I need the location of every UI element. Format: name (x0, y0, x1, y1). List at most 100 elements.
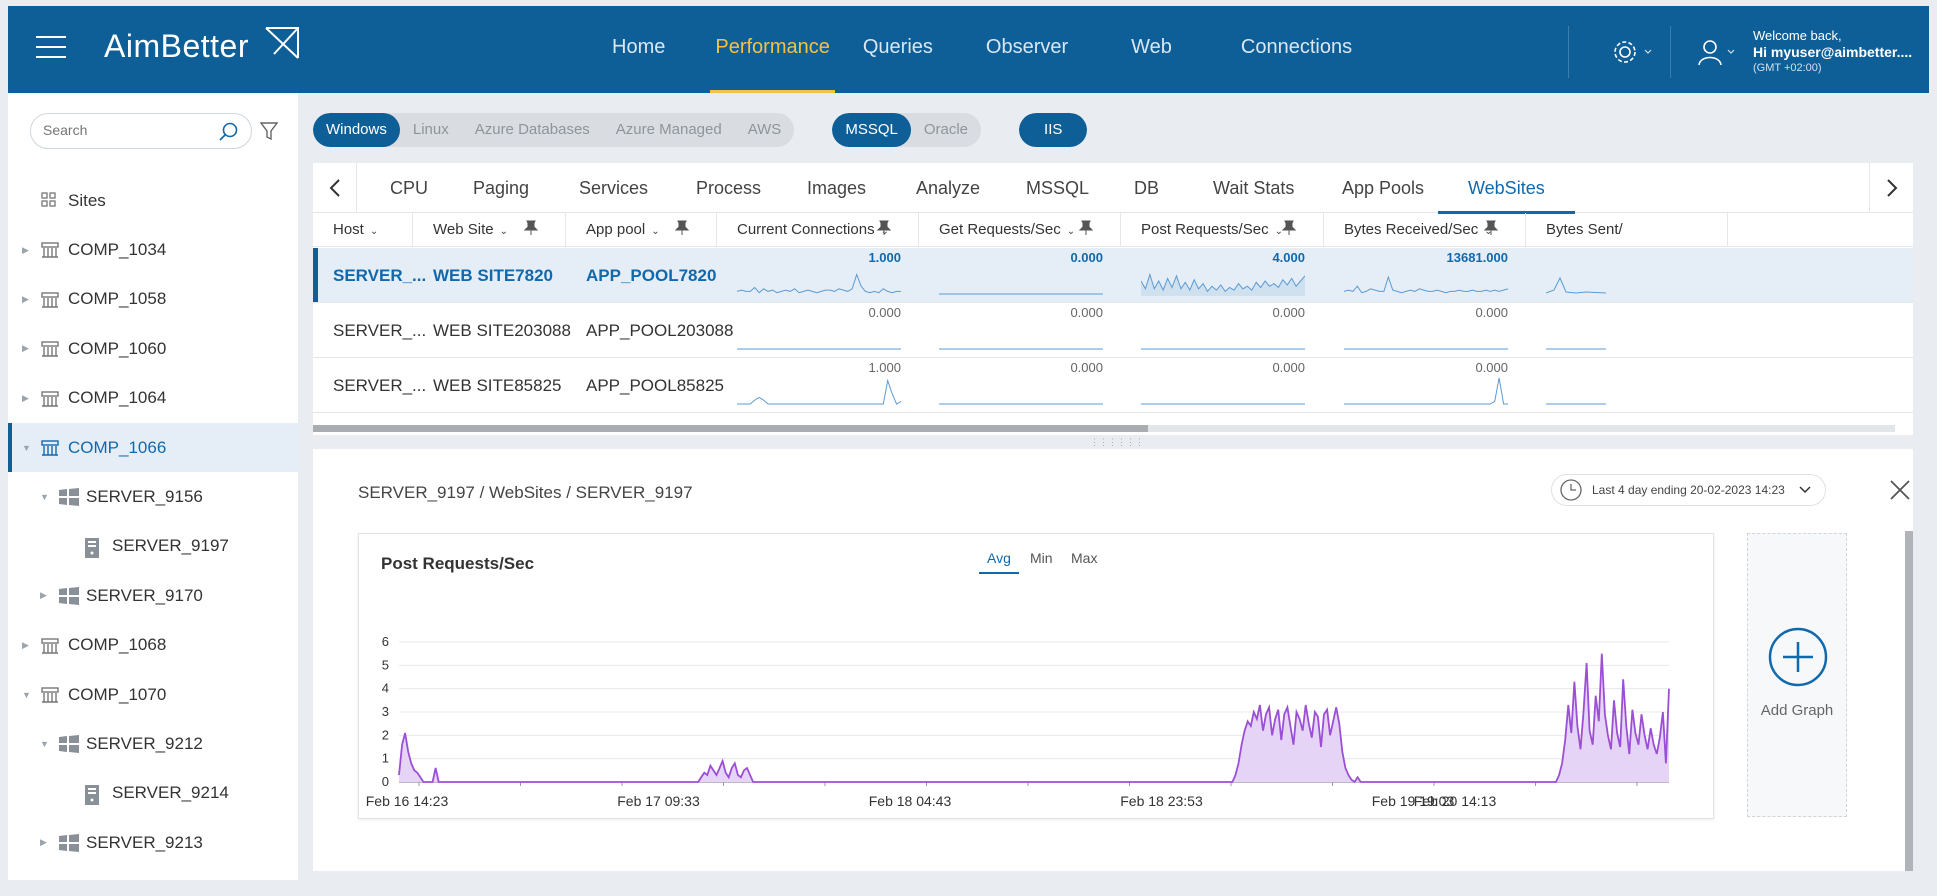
agg-max[interactable]: Max (1071, 550, 1098, 566)
table-row[interactable]: SERVER_... WEB SITE203088 APP_POOL203088 0.… (313, 303, 1913, 358)
tree-node[interactable]: ▶ COMP_1060 (8, 324, 298, 373)
tree-node[interactable]: ▶ COMP_1068 (8, 621, 298, 670)
top-header: AimBetter Home Performance Queries Obser… (8, 6, 1929, 93)
tab-process[interactable]: Process (696, 178, 762, 198)
pin-icon[interactable] (674, 215, 690, 246)
caret-down-icon[interactable]: ▼ (22, 442, 31, 453)
caret-right-icon[interactable]: ▶ (22, 244, 29, 255)
tab-analyze[interactable]: Analyze (916, 178, 981, 198)
menu-icon[interactable] (36, 36, 66, 58)
nav-queries[interactable]: Queries (862, 36, 933, 58)
scrollbar-thumb[interactable] (313, 425, 1148, 432)
pin-icon[interactable] (1078, 215, 1094, 246)
chevron-down-icon[interactable]: ⌄ (1066, 226, 1076, 237)
column-header[interactable]: Bytes Received/Sec ⌄ (1324, 213, 1526, 246)
tab-wait-stats[interactable]: Wait Stats (1213, 178, 1295, 198)
nav-web[interactable]: Web (1131, 36, 1172, 58)
chevron-down-icon[interactable]: ⌄ (651, 226, 660, 237)
filter-pill-azure-databases[interactable]: Azure Databases (474, 121, 590, 138)
tree-node[interactable]: ▼ SERVER_9156 (8, 472, 298, 521)
computer-group-icon (40, 636, 60, 656)
tree-node[interactable]: ▶ COMP_1034 (8, 225, 298, 274)
user-welcome[interactable]: Welcome back, Hi myuser@aimbetter.... (G… (1753, 28, 1912, 76)
tree-node[interactable]: ▶ SERVER_9170 (8, 571, 298, 620)
settings-button[interactable] (1612, 39, 1656, 70)
tree-node[interactable]: ▼ SERVER_9212 (8, 719, 298, 768)
tree-node[interactable]: Sites (8, 176, 298, 225)
aimbetter-logo[interactable]: AimBetter (104, 27, 299, 65)
tab-db[interactable]: DB (1134, 178, 1160, 198)
table-row[interactable]: SERVER_... WEB SITE85825 APP_POOL85825 1.00… (313, 358, 1913, 413)
filter-pill-oracle[interactable]: Oracle (923, 121, 969, 138)
nav-observer[interactable]: Observer (985, 36, 1069, 58)
tabs-next-button[interactable] (1869, 163, 1913, 213)
filter-icon[interactable] (260, 121, 278, 141)
column-header[interactable]: Get Requests/Sec ⌄ (919, 213, 1121, 246)
column-header[interactable]: Current Connections ⌄ (717, 213, 919, 246)
resize-handle[interactable]: ⋮⋮⋮⋮⋮⋮ (1090, 437, 1144, 447)
pin-icon[interactable] (876, 215, 892, 246)
pin-icon[interactable] (1483, 215, 1499, 246)
caret-right-icon[interactable]: ▶ (22, 293, 29, 304)
computer-group-icon (40, 685, 60, 705)
column-header-label: Post Requests/Sec (1141, 221, 1269, 238)
websites-table-card: CPU Paging Services Process Images Analyze MSS… (313, 163, 1913, 435)
tab-mssql[interactable]: MSSQL (1026, 178, 1090, 198)
caret-down-icon[interactable]: ▼ (40, 738, 49, 749)
caret-right-icon[interactable]: ▶ (22, 392, 29, 403)
tree-node[interactable]: SERVER_9197 (8, 522, 298, 571)
tab-websites[interactable]: WebSites (1438, 163, 1575, 214)
tab-app-pools[interactable]: App Pools (1342, 178, 1425, 198)
filter-pill-aws[interactable]: AWS (747, 121, 782, 138)
tab-images[interactable]: Images (807, 178, 867, 198)
column-header-label: Current Connections (737, 221, 875, 238)
nav-home[interactable]: Home (612, 36, 666, 58)
table-row[interactable]: SERVER_... WEB SITE7820 APP_POOL7820 1.000 0… (313, 248, 1913, 303)
filter-pill-linux[interactable]: Linux (412, 121, 449, 138)
agg-avg[interactable]: Avg (979, 546, 1019, 574)
caret-right-icon[interactable]: ▶ (40, 837, 47, 848)
tree-node[interactable]: ▼ COMP_1070 (8, 670, 298, 719)
tree-node[interactable]: ▼ COMP_1066 (8, 422, 298, 473)
filter-pill-iis[interactable]: IIS (1019, 113, 1088, 147)
chevron-down-icon[interactable]: ⌄ (880, 226, 889, 237)
time-range-picker[interactable]: Last 4 day ending 20-02-2023 14:23 (1551, 474, 1826, 506)
column-header[interactable]: Web Site ⌄ (413, 213, 566, 246)
caret-right-icon[interactable]: ▶ (22, 639, 29, 650)
pin-icon[interactable] (523, 215, 539, 246)
pin-icon[interactable] (1281, 215, 1297, 246)
nav-performance[interactable]: Performance (710, 6, 835, 93)
close-icon[interactable] (1889, 479, 1911, 501)
search-icon[interactable] (219, 122, 239, 142)
filter-pill-azure-managed[interactable]: Azure Managed (615, 121, 722, 138)
column-header[interactable]: App pool ⌄ (566, 213, 717, 246)
nav-connections[interactable]: Connections (1240, 36, 1353, 58)
tree-node[interactable]: ▶ COMP_1064 (8, 374, 298, 423)
filter-pill-mssql[interactable]: MSSQL (832, 113, 911, 147)
user-menu-button[interactable] (1698, 39, 1742, 70)
caret-right-icon[interactable]: ▶ (40, 590, 47, 601)
tree-node[interactable]: ▶ SERVER_9213 (8, 818, 298, 867)
caret-right-icon[interactable]: ▶ (22, 343, 29, 354)
column-header[interactable]: Bytes Sent/ (1526, 213, 1728, 246)
caret-down-icon[interactable]: ▼ (40, 492, 49, 503)
search-input[interactable] (43, 122, 213, 138)
horizontal-scrollbar[interactable] (313, 425, 1895, 432)
column-header[interactable]: Host ⌄ (313, 213, 413, 246)
tree-node[interactable]: ▶ COMP_1058 (8, 275, 298, 324)
caret-down-icon[interactable]: ▼ (22, 689, 31, 700)
tabs-prev-button[interactable] (313, 163, 357, 213)
column-header[interactable]: Post Requests/Sec ⌄ (1121, 213, 1324, 246)
vertical-scrollbar[interactable] (1905, 531, 1913, 871)
tab-services[interactable]: Services (579, 178, 649, 198)
chevron-down-icon[interactable]: ⌄ (369, 226, 379, 237)
tree-node[interactable]: SERVER_9214 (8, 769, 298, 818)
filter-pill-windows[interactable]: Windows (313, 113, 400, 147)
add-graph-button[interactable]: Add Graph (1747, 533, 1847, 817)
tab-paging[interactable]: Paging (473, 178, 530, 198)
chevron-down-icon[interactable]: ⌄ (1274, 226, 1283, 237)
chevron-down-icon[interactable]: ⌄ (499, 226, 508, 237)
tab-cpu[interactable]: CPU (390, 178, 429, 198)
chevron-down-icon[interactable]: ⌄ (1484, 226, 1493, 237)
agg-min[interactable]: Min (1030, 550, 1053, 566)
